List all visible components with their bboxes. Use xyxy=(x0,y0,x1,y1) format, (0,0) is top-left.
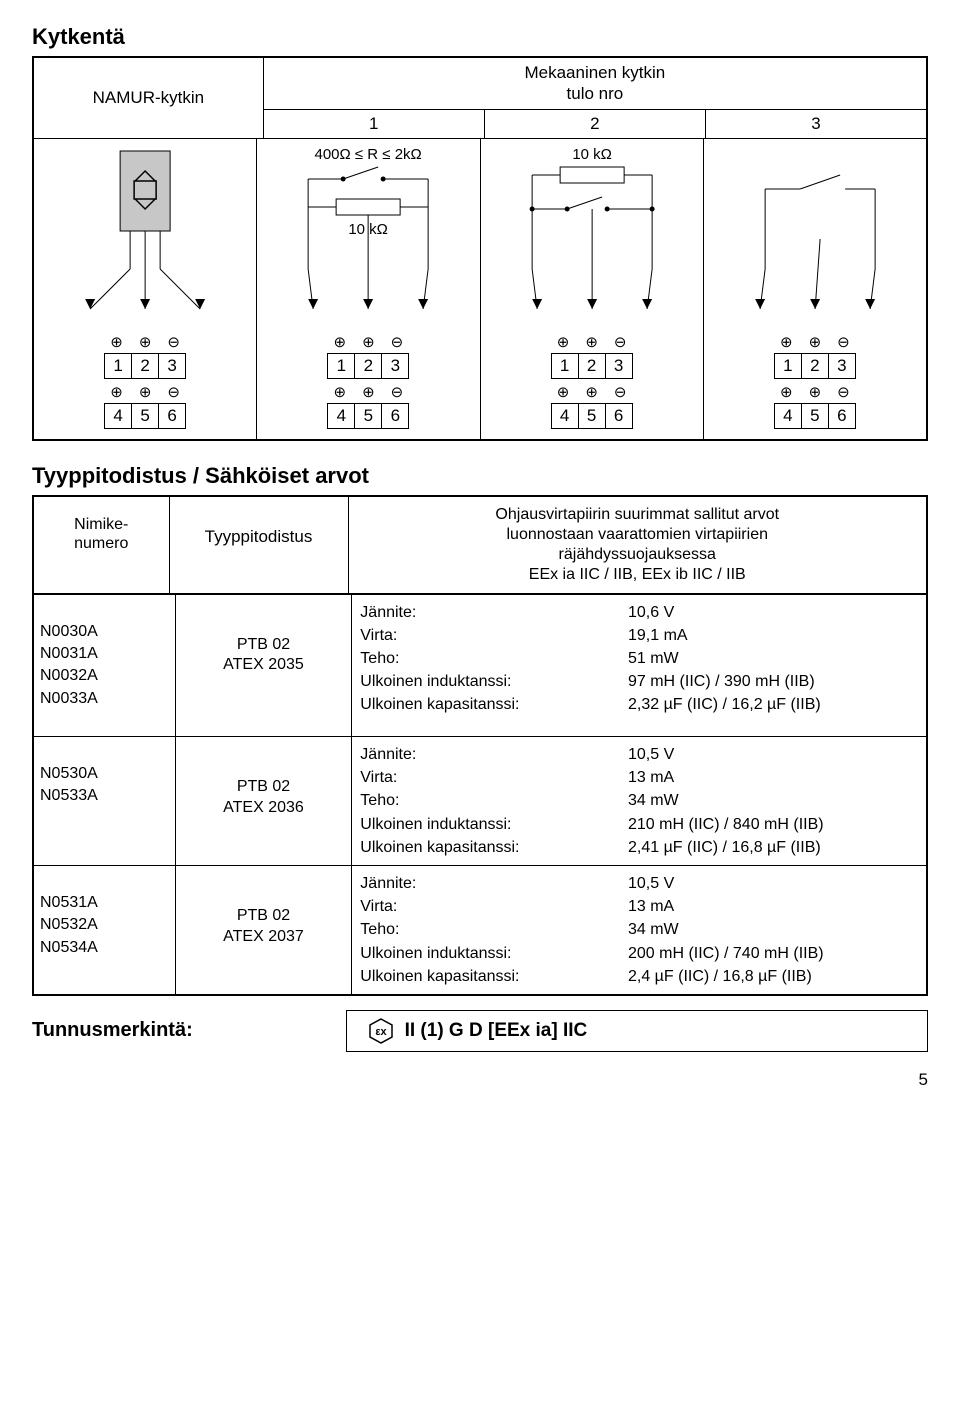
sym-row: ⊕⊕⊖ xyxy=(110,383,180,401)
spec-values: Jännite:Virta:Teho:Ulkoinen induktanssi:… xyxy=(352,737,926,865)
spec-table: Nimike-numero Tyyppitodistus Ohjausvirta… xyxy=(32,495,928,996)
spec-cert: PTB 02ATEX 2037 xyxy=(176,866,353,994)
conn-col-3: ⊕⊕⊖ 123 ⊕⊕⊖ 456 xyxy=(703,139,926,439)
svg-text:εx: εx xyxy=(375,1026,387,1038)
spec-codes: N0030AN0031AN0032AN0033A xyxy=(34,595,176,737)
head-ohj: Ohjausvirtapiirin suurimmat sallitut arv… xyxy=(349,497,927,593)
sym-row: ⊕⊕⊖ xyxy=(557,383,627,401)
sym-row: ⊕⊕⊖ xyxy=(334,383,404,401)
tulo-row: 1 2 3 xyxy=(264,110,926,139)
mech-line2: tulo nro xyxy=(567,84,624,103)
head-nimike: Nimike-numero xyxy=(34,497,170,593)
ex-icon: εx xyxy=(367,1017,395,1045)
term-top: 123 xyxy=(327,353,409,379)
marking-label: Tunnusmerkintä: xyxy=(32,1019,346,1042)
marking-text: II (1) G D [EEx ia] IIC xyxy=(405,1020,588,1042)
mech-header: Mekaaninen kytkin tulo nro 1 2 3 xyxy=(264,58,926,139)
term-top: 123 xyxy=(774,353,856,379)
mech-title: Mekaaninen kytkin tulo nro xyxy=(264,58,926,110)
term-bot: 456 xyxy=(551,403,633,429)
sym-row: ⊕⊕⊖ xyxy=(780,383,850,401)
tulo-3: 3 xyxy=(705,110,926,138)
conn-col-namur: ⊕⊕⊖ 123 ⊕⊕⊖ 456 xyxy=(34,139,256,439)
spec-head-row: Nimike-numero Tyyppitodistus Ohjausvirta… xyxy=(34,497,926,594)
sym-row: ⊕⊕⊖ xyxy=(557,333,627,351)
sym-row: ⊕⊕⊖ xyxy=(110,333,180,351)
term-top: 123 xyxy=(551,353,633,379)
spec-row: N0530AN0533APTB 02ATEX 2036Jännite:Virta… xyxy=(34,736,926,865)
marking-row: Tunnusmerkintä: εx II (1) G D [EEx ia] I… xyxy=(32,1010,928,1052)
sym-row: ⊕⊕⊖ xyxy=(780,333,850,351)
term-bot: 456 xyxy=(327,403,409,429)
namur-label: NAMUR-kytkin xyxy=(34,58,264,139)
conn-col-1: 400Ω ≤ R ≤ 2kΩ 10 kΩ xyxy=(256,139,479,439)
tulo-2: 2 xyxy=(484,110,705,138)
conn-header: NAMUR-kytkin Mekaaninen kytkin tulo nro … xyxy=(34,58,926,139)
spec-row: N0531AN0532AN0534APTB 02ATEX 2037Jännite… xyxy=(34,865,926,994)
spec-row: N0030AN0031AN0032AN0033APTB 02ATEX 2035J… xyxy=(34,594,926,737)
spec-cert: PTB 02ATEX 2035 xyxy=(176,595,353,737)
mech1-schematic-icon: 400Ω ≤ R ≤ 2kΩ 10 kΩ xyxy=(257,139,479,329)
spec-values: Jännite:Virta:Teho:Ulkoinen induktanssi:… xyxy=(352,595,926,737)
page-number: 5 xyxy=(32,1070,928,1090)
mech-line1: Mekaaninen kytkin xyxy=(524,63,665,82)
r10k-b-label: 10 kΩ xyxy=(572,146,612,163)
conn-body: ⊕⊕⊖ 123 ⊕⊕⊖ 456 400Ω ≤ R ≤ 2kΩ 10 kΩ xyxy=(34,139,926,439)
term-top: 123 xyxy=(104,353,186,379)
spec-codes: N0530AN0533A xyxy=(34,737,176,865)
mech3-schematic-icon xyxy=(704,139,926,329)
spec-values: Jännite:Virta:Teho:Ulkoinen induktanssi:… xyxy=(352,866,926,994)
namur-schematic-icon xyxy=(34,139,256,329)
spec-codes: N0531AN0532AN0534A xyxy=(34,866,176,994)
term-bot: 456 xyxy=(104,403,186,429)
connection-table: NAMUR-kytkin Mekaaninen kytkin tulo nro … xyxy=(32,56,928,441)
tulo-1: 1 xyxy=(264,110,484,138)
head-tyyppi: Tyyppitodistus xyxy=(170,497,349,593)
marking-box: εx II (1) G D [EEx ia] IIC xyxy=(346,1010,928,1052)
mech2-schematic-icon: 10 kΩ xyxy=(481,139,703,329)
term-bot: 456 xyxy=(774,403,856,429)
section-title-kytkenta: Kytkentä xyxy=(32,24,928,50)
sym-row: ⊕⊕⊖ xyxy=(334,333,404,351)
section-title-tyyppi: Tyyppitodistus / Sähköiset arvot xyxy=(32,463,928,489)
spec-cert: PTB 02ATEX 2036 xyxy=(176,737,353,865)
r-range-label: 400Ω ≤ R ≤ 2kΩ xyxy=(315,146,422,163)
conn-col-2: 10 kΩ ⊕⊕⊖ xyxy=(480,139,703,439)
